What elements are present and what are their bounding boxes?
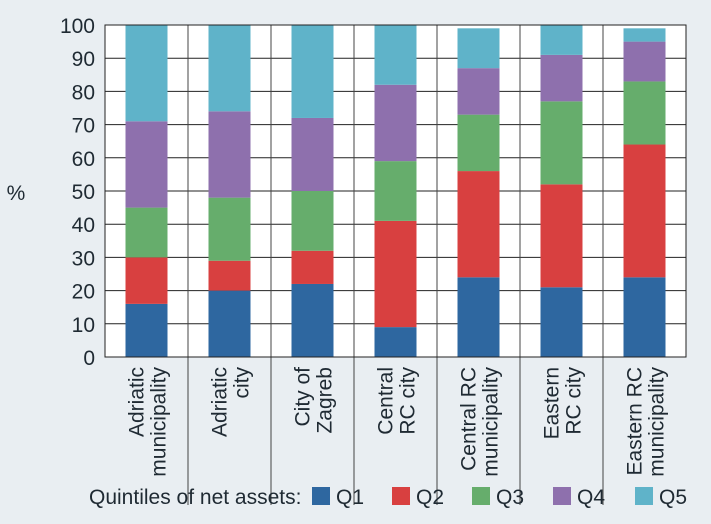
x-tick-label-line: Central — [375, 367, 398, 435]
legend-label-q2: Q2 — [416, 486, 444, 509]
x-tick-label: City ofZagreb — [292, 367, 337, 434]
bar-q2-5 — [457, 171, 500, 278]
x-tick-label-line: municipality — [480, 367, 503, 477]
bar-q1-4 — [374, 327, 417, 357]
bar-q4-4 — [374, 84, 417, 162]
legend-swatch-q5 — [635, 487, 653, 505]
bar-q2-2 — [208, 260, 251, 291]
x-tick-label-line: RC city — [563, 367, 586, 435]
legend-swatch-q3 — [472, 487, 490, 505]
legend-label-q4: Q4 — [577, 486, 605, 509]
x-tick-label: Adriaticcity — [209, 367, 254, 438]
y-tick-label: 0 — [83, 347, 95, 370]
legend-label-q1: Q1 — [336, 486, 364, 509]
y-axis-label: % — [7, 182, 26, 205]
legend-label-q5: Q5 — [659, 486, 687, 509]
bar-q2-6 — [540, 184, 583, 288]
legend-swatch-q4 — [553, 487, 571, 505]
y-tick-label: 10 — [72, 314, 95, 337]
y-tick-label: 80 — [72, 81, 95, 104]
legend-title: Quintiles of net assets: — [89, 486, 301, 509]
bar-q3-6 — [540, 101, 583, 185]
y-tick-label: 30 — [72, 247, 95, 270]
bar-q3-4 — [374, 161, 417, 221]
y-tick-label: 70 — [72, 115, 95, 138]
bar-q1-5 — [457, 277, 500, 357]
x-tick-label: CentralRC city — [375, 367, 420, 435]
legend-swatch-q1 — [312, 487, 330, 505]
x-tick-label: Central RCmunicipality — [458, 367, 503, 477]
bar-q2-3 — [291, 250, 334, 284]
bar-q5-2 — [208, 25, 251, 112]
bar-q1-3 — [291, 283, 334, 357]
x-tick-label-line: City of — [292, 367, 315, 427]
bar-q3-2 — [208, 197, 251, 261]
bar-q4-5 — [457, 68, 500, 115]
bar-q5-3 — [291, 25, 334, 118]
bar-q2-7 — [623, 144, 666, 278]
y-tick-label: 60 — [72, 148, 95, 171]
bar-q1-2 — [208, 290, 251, 357]
bar-q3-3 — [291, 191, 334, 251]
plot-border — [104, 24, 687, 358]
bar-q5-4 — [374, 25, 417, 85]
bar-q4-3 — [291, 117, 334, 191]
bar-q1-7 — [623, 277, 666, 357]
y-tick-label: 50 — [72, 181, 95, 204]
legend-label-q3: Q3 — [496, 486, 524, 509]
bar-q5-6 — [540, 25, 583, 55]
y-tick-label: 40 — [72, 214, 95, 237]
x-tick-label-line: RC city — [397, 367, 420, 435]
y-tick-label: 90 — [72, 48, 95, 71]
bar-q4-7 — [623, 41, 666, 82]
x-tick-label-line: Central RC — [458, 367, 481, 471]
bar-q3-5 — [457, 114, 500, 172]
bar-q2-4 — [374, 220, 417, 328]
bar-q1-1 — [125, 303, 168, 357]
x-tick-label: EasternRC city — [541, 367, 586, 440]
x-tick-label-line: Eastern RC — [624, 367, 647, 476]
x-tick-label: Eastern RCmunicipality — [624, 367, 669, 477]
x-tick-label-line: Adriatic — [126, 367, 149, 437]
x-tick-label-line: Eastern — [541, 367, 564, 439]
bar-q5-7 — [623, 28, 666, 42]
y-tick-label: 100 — [60, 15, 95, 38]
x-tick-label-line: Adriatic — [209, 367, 232, 437]
y-tick-label: 20 — [72, 281, 95, 304]
bar-q4-2 — [208, 111, 251, 198]
x-tick-label-line: municipality — [646, 367, 669, 477]
bar-q4-6 — [540, 54, 583, 102]
x-tick-label: Adriaticmunicipality — [126, 367, 171, 477]
bar-q5-5 — [457, 28, 500, 69]
bar-q3-7 — [623, 81, 666, 145]
x-tick-label-line: city — [231, 367, 254, 399]
x-tick-label-line: Zagreb — [314, 367, 337, 434]
bar-q5-1 — [125, 25, 168, 122]
bar-q4-1 — [125, 121, 168, 208]
bar-q2-1 — [125, 257, 168, 304]
x-tick-label-line: municipality — [148, 367, 171, 477]
legend-swatch-q2 — [392, 487, 410, 505]
bar-q1-6 — [540, 287, 583, 357]
bar-q3-1 — [125, 207, 168, 258]
